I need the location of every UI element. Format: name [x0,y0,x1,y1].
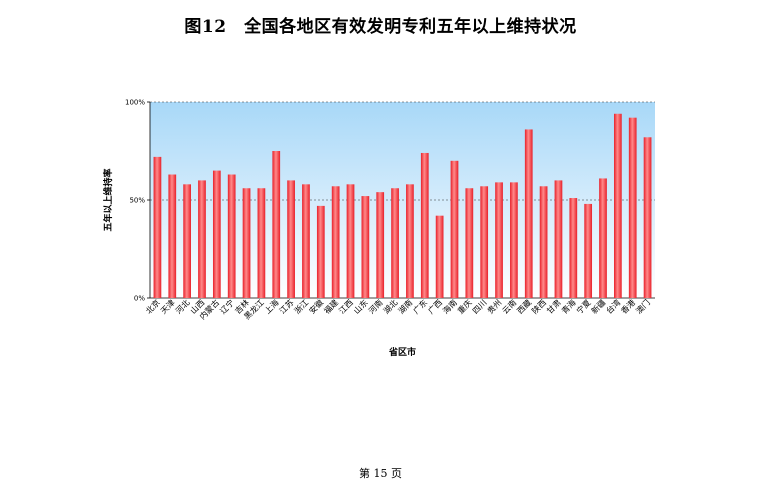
bar-海南 [450,160,459,298]
bar-内蒙古 [212,170,221,298]
x-tick-label: 甘肃 [544,297,562,315]
x-tick-label: 河南 [366,297,384,315]
x-tick-label: 天津 [158,297,176,315]
bar-浙江 [302,184,310,298]
x-tick-label: 广东 [411,297,429,315]
bar-河北 [183,184,191,298]
bar-台湾 [614,113,622,298]
bar-北京 [153,156,162,298]
bar-上海 [272,151,281,298]
bar-河南 [376,192,385,298]
x-tick-label: 山东 [351,297,369,315]
bar-安徽 [316,205,325,298]
bar-重庆 [465,188,474,298]
bar-吉林 [242,188,251,298]
x-tick-label: 香港 [619,297,637,315]
bar-江苏 [287,180,295,298]
bar-广西 [435,215,444,298]
bar-贵州 [495,182,503,298]
bar-山东 [361,196,370,298]
x-tick-label: 澳门 [634,297,652,315]
x-tick-label: 海南 [441,297,459,315]
x-tick-label: 安徽 [307,297,325,315]
bar-甘肃 [554,180,563,298]
x-tick-label: 浙江 [292,297,310,315]
y-tick-label: 100% [125,99,145,107]
x-axis-title: 省区市 [388,346,416,358]
bar-澳门 [643,137,652,298]
x-tick-label: 贵州 [485,297,503,315]
y-ticks: 0% 50% 100% [125,99,150,303]
bars [153,113,652,299]
x-tick-label: 辽宁 [218,297,236,315]
x-tick-label: 北京 [143,297,161,315]
bar-青海 [569,198,578,298]
bar-福建 [331,186,340,298]
x-tick-label: 四川 [471,298,489,316]
x-tick-label: 湖北 [382,298,400,316]
bar-广东 [420,152,429,298]
x-tick-label: 江苏 [277,297,295,315]
bar-陕西 [539,186,548,298]
bar-黑龙江 [257,188,266,298]
bar-天津 [168,174,177,298]
x-tick-label: 湖南 [396,297,414,315]
x-tick-label: 新疆 [589,297,607,315]
bar-辽宁 [227,174,236,298]
x-tick-label: 西藏 [515,297,533,315]
x-tick-label: 河北 [173,297,191,315]
bar-湖南 [406,184,414,298]
x-tick-label: 江西 [337,298,355,316]
bar-江西 [346,184,355,298]
x-tick-label: 福建 [322,297,340,315]
x-tick-label: 广西 [426,297,444,315]
y-axis-title: 五年以上维持率 [102,168,114,231]
bar-西藏 [524,129,533,298]
bar-山西 [198,180,206,298]
bar-四川 [480,186,489,298]
bar-新疆 [599,178,607,298]
x-tick-label: 重庆 [455,297,473,315]
y-tick-label: 50% [129,197,145,205]
x-tick-label: 台湾 [604,297,622,315]
x-tick-label: 陕西 [530,297,548,315]
page-title: 图12 全国各地区有效发明专利五年以上维持状况 [184,17,577,37]
x-tick-label: 上海 [262,297,280,315]
x-tick-label: 宁夏 [574,297,592,315]
x-tick-label: 云南 [500,297,518,315]
bar-宁夏 [584,203,593,298]
y-tick-label: 0% [134,295,145,303]
bar-香港 [628,117,637,299]
bar-云南 [510,182,518,298]
page-number: 第 15 页 [359,467,402,480]
x-tick-label: 青海 [559,297,577,315]
x-tick-labels: 北京天津河北山西内蒙古辽宁吉林黑龙江上海江苏浙江安徽福建江西山东河南湖北湖南广东… [143,297,652,321]
bar-湖北 [391,188,399,298]
